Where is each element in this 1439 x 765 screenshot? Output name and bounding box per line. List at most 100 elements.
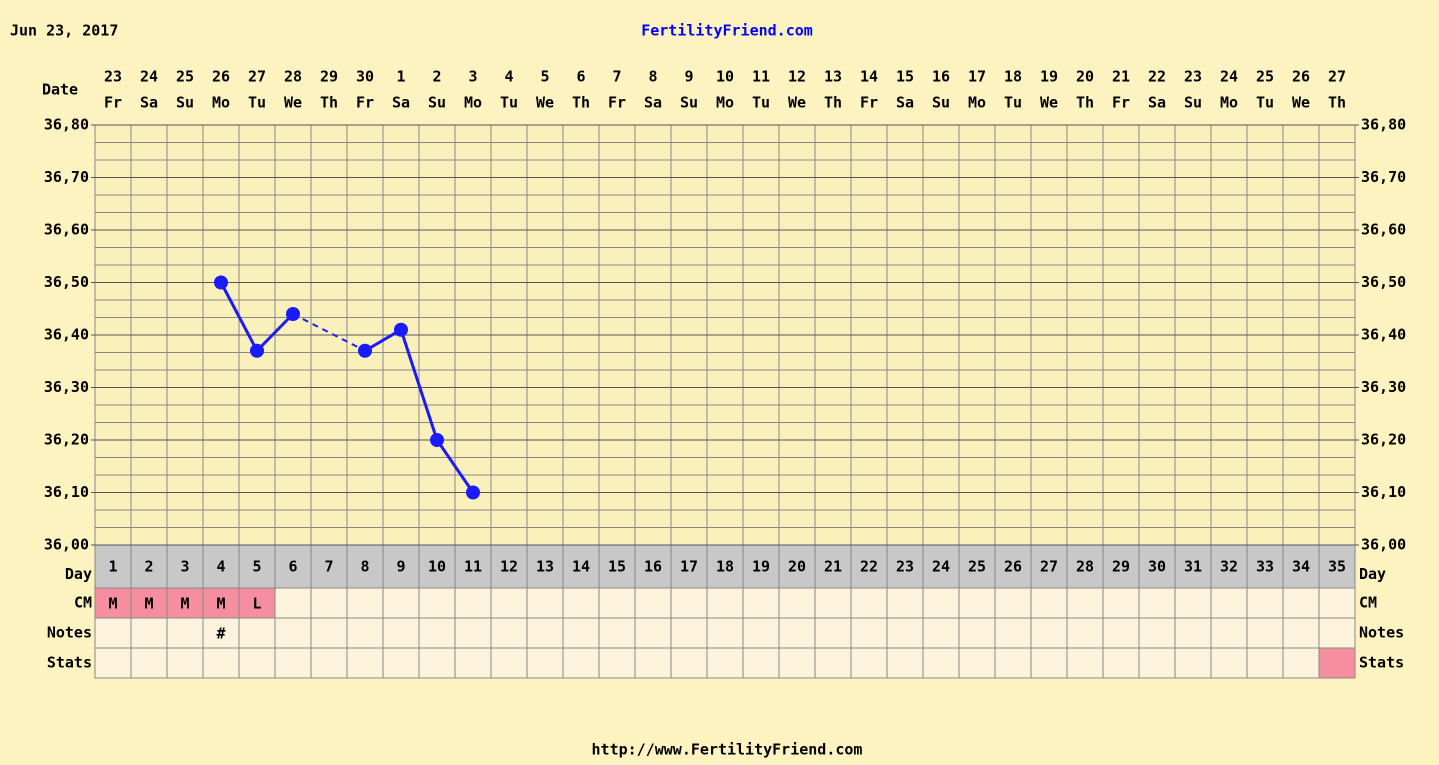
row-bg [94,587,1356,619]
row-label: CM [1359,594,1377,612]
row-label: Day [1359,565,1386,583]
x-tick-label: 4 [504,68,513,86]
day-label: 24 [932,558,950,576]
cm-label: M [144,595,153,613]
x-tick-label: 23 [104,68,122,86]
weekday-label: Tu [752,94,770,112]
x-tick-label: 24 [1220,68,1238,86]
x-tick-label: 29 [320,68,338,86]
day-label: 33 [1256,558,1274,576]
x-tick-label: 6 [576,68,585,86]
temp-point [394,322,408,337]
temp-point [466,485,480,500]
x-tick-label: 19 [1040,68,1058,86]
weekday-label: We [284,94,302,112]
day-label: 7 [324,558,333,576]
x-tick-label: 21 [1112,68,1130,86]
row-label: Day [65,565,92,583]
weekday-label: We [1040,94,1058,112]
weekday-label: Mo [968,94,986,112]
weekday-label: Fr [860,94,878,112]
weekday-label: Tu [500,94,518,112]
day-label: 25 [968,558,986,576]
temp-point [214,275,228,290]
weekday-label: Mo [212,94,230,112]
x-tick-label: 1 [396,68,405,86]
day-label: 14 [572,558,590,576]
y2-tick-label: 36,30 [1361,378,1406,396]
weekday-label: Th [1076,94,1094,112]
day-label: 26 [1004,558,1022,576]
weekday-label: Th [824,94,842,112]
day-label: 18 [716,558,734,576]
x-tick-label: 30 [356,68,374,86]
y-tick-label: 36,80 [44,116,89,134]
day-label: 32 [1220,558,1238,576]
y-tick-label: 36,10 [44,483,89,501]
day-label: 29 [1112,558,1130,576]
y2-tick-label: 36,60 [1361,221,1406,239]
day-label: 17 [680,558,698,576]
day-label: 30 [1148,558,1166,576]
x-tick-label: 27 [248,68,266,86]
day-label: 6 [288,558,297,576]
row-bg [94,544,1356,589]
day-label: 9 [396,558,405,576]
weekday-label: Tu [248,94,266,112]
y2-tick-label: 36,40 [1361,326,1406,344]
weekday-label: Tu [1004,94,1022,112]
x-tick-label: 7 [612,68,621,86]
footer-url: http://www.FertilityFriend.com [592,741,863,759]
weekday-label: Sa [644,94,662,112]
y-tick-label: 36,30 [44,378,89,396]
temp-point [358,343,372,358]
x-tick-label: 26 [212,68,230,86]
weekday-label: We [788,94,806,112]
row-bg [94,617,1356,649]
day-label: 2 [144,558,153,576]
day-label: 21 [824,558,842,576]
row-label: CM [74,594,92,612]
x-tick-label: 8 [648,68,657,86]
weekday-label: We [1292,94,1310,112]
cm-label: M [216,595,225,613]
cm-cell [202,587,240,619]
weekday-label: Tu [1256,94,1274,112]
x-tick-label: 25 [176,68,194,86]
weekday-label: Th [1328,94,1346,112]
weekday-label: Mo [464,94,482,112]
weekday-label: Th [572,94,590,112]
day-label: 22 [860,558,878,576]
day-label: 11 [464,558,482,576]
site-title: FertilityFriend.com [641,22,813,40]
weekday-label: Sa [896,94,914,112]
day-label: 35 [1328,558,1346,576]
x-tick-label: 22 [1148,68,1166,86]
y2-tick-label: 36,70 [1361,168,1406,186]
cm-cell [238,587,276,619]
row-label: Date [42,81,78,99]
y2-tick-label: 36,50 [1361,273,1406,291]
x-tick-label: 18 [1004,68,1022,86]
weekday-label: Mo [1220,94,1238,112]
weekday-label: Sa [140,94,158,112]
weekday-label: Su [176,94,194,112]
day-label: 12 [500,558,518,576]
y-tick-label: 36,40 [44,326,89,344]
weekday-label: Sa [392,94,410,112]
cm-label: M [180,595,189,613]
y2-tick-label: 36,10 [1361,483,1406,501]
x-tick-label: 25 [1256,68,1274,86]
day-label: 8 [360,558,369,576]
cm-cell [166,587,204,619]
chart-date: Jun 23, 2017 [10,22,118,40]
row-label: Stats [47,654,92,672]
x-tick-label: 28 [284,68,302,86]
stats-flag [1318,647,1356,679]
day-label: 23 [896,558,914,576]
row-label: Stats [1359,654,1404,672]
day-label: 5 [252,558,261,576]
x-tick-label: 10 [716,68,734,86]
weekday-label: Su [680,94,698,112]
